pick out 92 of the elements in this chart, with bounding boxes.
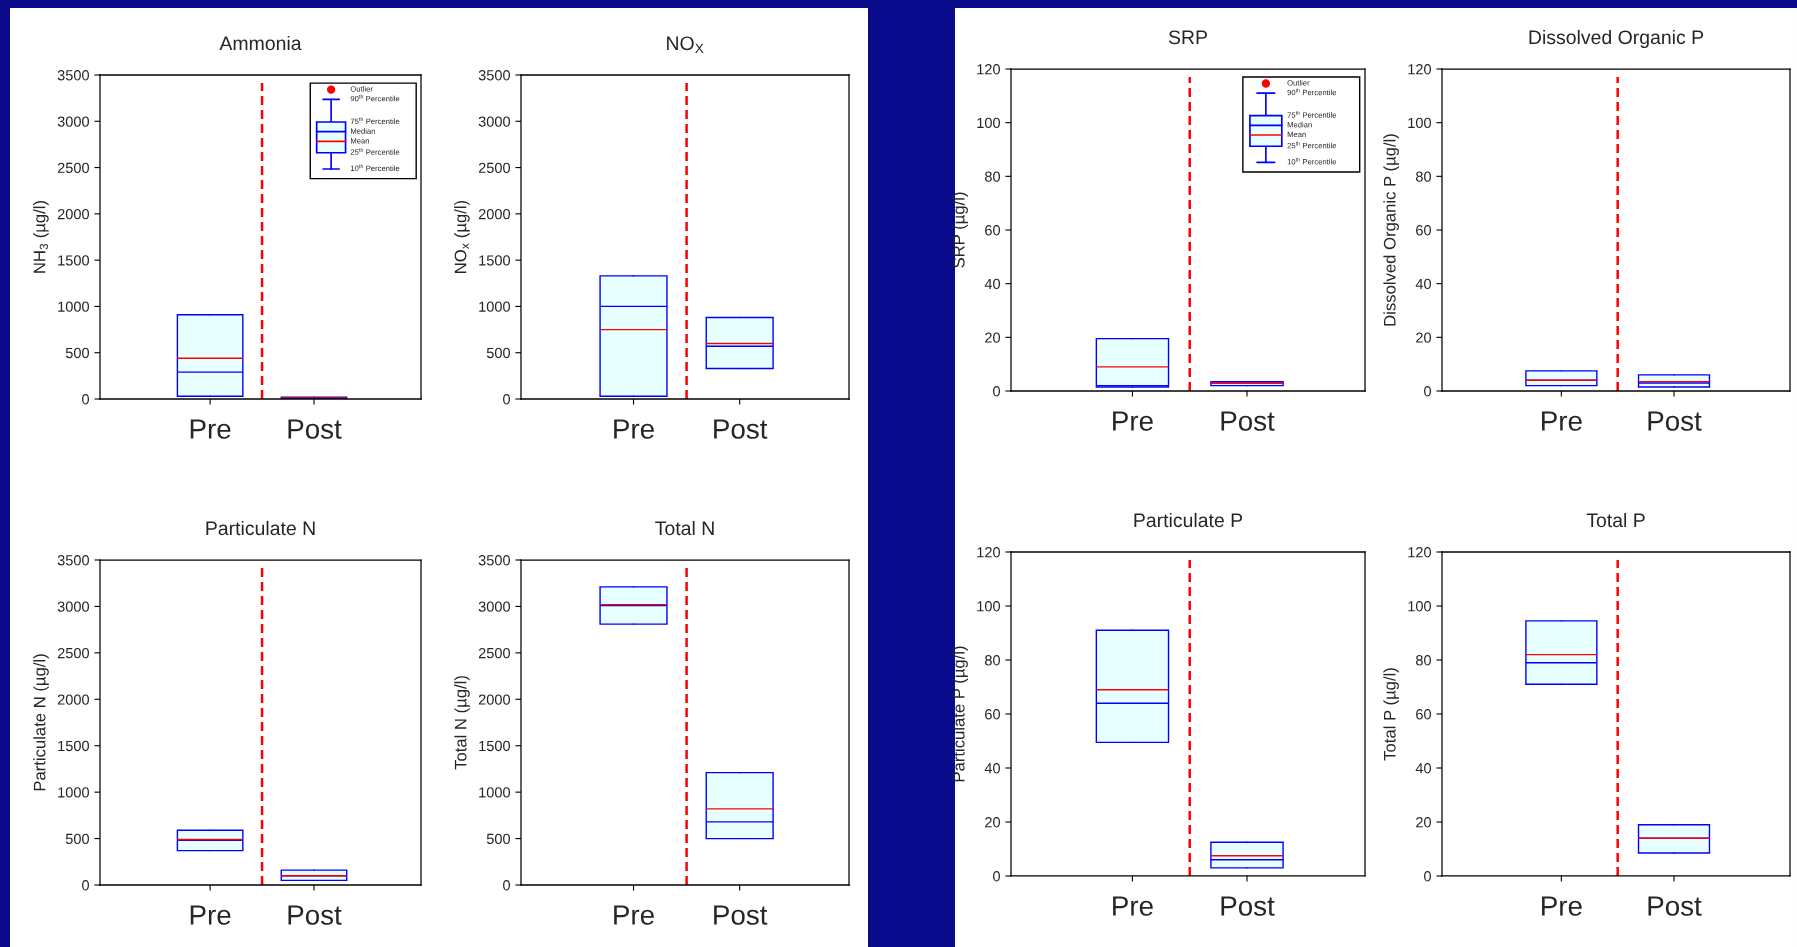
y-tick-label: 1500	[479, 255, 511, 266]
y-tick-label: 100	[977, 601, 1001, 612]
y-tick-label: 3000	[57, 601, 90, 612]
chart-title: Dissolved Organic P	[1529, 29, 1704, 49]
y-tick-label: 2000	[478, 694, 511, 705]
x-tick-label: Post	[288, 419, 342, 439]
y-tick-label: 60	[1416, 225, 1432, 236]
chart-title: Total P	[1586, 512, 1645, 528]
x-tick-label: Post	[1221, 896, 1275, 916]
x-tick-label: Post	[1648, 411, 1702, 431]
y-tick-label: 0	[82, 394, 90, 405]
x-tick-label: Post	[714, 419, 768, 439]
y-tick-label: 40	[1415, 278, 1432, 290]
y-axis-title: Particulate P (µg/l)	[952, 646, 968, 782]
y-axis-title: NH$_{3}$ (µg/l)	[33, 201, 49, 273]
y-tick-label: 120	[977, 64, 1001, 75]
y-tick-label: 0	[503, 394, 511, 405]
y-axis-title: Total P (µg/l)	[1383, 668, 1399, 761]
y-tick-label: 40	[984, 763, 1001, 774]
x-tick-label: Post	[1221, 411, 1275, 431]
y-axis-title: Particulate N (µg/l)	[33, 654, 49, 791]
y-tick-label: 1500	[58, 255, 90, 266]
x-tick-label: Pre	[1113, 411, 1153, 431]
y-tick-label: 0	[82, 880, 90, 891]
chart-title: Ammonia	[219, 35, 302, 51]
y-tick-label: 80	[1416, 655, 1432, 666]
y-tick-label: 80	[1416, 171, 1432, 182]
y-tick-label: 80	[985, 655, 1001, 666]
y-axis-title: Total N (µg/l)	[454, 676, 470, 770]
y-tick-label: 0	[503, 880, 511, 891]
y-tick-label: 500	[486, 347, 511, 359]
y-tick-label: 20	[985, 817, 1001, 828]
x-tick-label: Post	[1648, 896, 1702, 916]
y-tick-label: 60	[985, 709, 1001, 720]
y-tick-label: 120	[1408, 64, 1432, 75]
y-tick-label: 3000	[478, 116, 511, 127]
y-tick-label: 1000	[479, 787, 511, 798]
x-tick-label: Pre	[1113, 896, 1153, 916]
y-tick-label: 2500	[478, 162, 511, 173]
y-tick-label: 0	[993, 871, 1001, 882]
y-tick-label: 3000	[57, 116, 90, 127]
y-tick-label: 0	[1424, 871, 1432, 882]
y-tick-label: 40	[984, 278, 1001, 290]
y-tick-label: 3500	[57, 70, 90, 81]
y-tick-label: 3500	[478, 70, 511, 81]
y-tick-label: 100	[977, 117, 1001, 129]
y-tick-label: 20	[1416, 817, 1432, 828]
x-tick-label: Pre	[614, 905, 654, 925]
y-tick-label: 2000	[478, 208, 511, 220]
y-tick-label: 40	[1415, 763, 1432, 774]
y-tick-label: 1000	[479, 301, 511, 312]
chart-title: Total N	[655, 520, 714, 536]
y-tick-label: 0	[1424, 386, 1432, 397]
y-tick-label: 500	[486, 833, 511, 844]
y-tick-label: 2000	[57, 694, 90, 705]
y-tick-label: 60	[985, 225, 1001, 236]
y-tick-label: 0	[993, 386, 1001, 397]
y-axis-title: NO$_{x}$ (µg/l)	[454, 200, 470, 273]
y-tick-label: 3500	[478, 555, 511, 566]
y-tick-label: 500	[65, 833, 90, 844]
y-tick-label: 1000	[58, 787, 90, 798]
x-tick-label: Pre	[190, 419, 231, 439]
y-tick-label: 20	[1416, 332, 1432, 343]
y-tick-label: 3000	[478, 601, 511, 612]
chart-title: Particulate N	[206, 520, 315, 536]
y-tick-label: 100	[1408, 601, 1432, 612]
y-tick-label: 1500	[58, 740, 90, 752]
chart-title: SRP	[1168, 30, 1207, 45]
x-tick-label: Post	[288, 905, 342, 925]
y-tick-label: 1500	[479, 740, 511, 752]
y-tick-label: 80	[985, 171, 1001, 182]
y-axis-title: SRP (µg/l)	[952, 192, 968, 268]
x-tick-label: Post	[714, 905, 768, 925]
y-tick-label: 20	[985, 332, 1001, 343]
y-tick-label: 100	[1408, 117, 1432, 129]
x-tick-label: Pre	[1542, 896, 1582, 916]
chart-title: NO$_{X}$	[667, 36, 704, 54]
y-tick-label: 60	[1416, 709, 1432, 720]
y-tick-label: 1000	[58, 301, 90, 312]
y-tick-label: 120	[1408, 547, 1432, 558]
y-tick-label: 2500	[57, 162, 90, 173]
x-tick-label: Pre	[190, 905, 231, 925]
x-tick-label: Pre	[1542, 411, 1582, 431]
y-tick-label: 500	[65, 347, 90, 359]
y-tick-label: 2500	[478, 647, 511, 659]
y-tick-label: 120	[977, 547, 1001, 558]
chart-title: Particulate P	[1134, 512, 1243, 528]
y-tick-label: 2500	[57, 647, 90, 659]
x-tick-label: Pre	[614, 419, 654, 439]
y-tick-label: 2000	[57, 208, 90, 220]
y-axis-title: Dissolved Organic P (µg/l)	[1383, 134, 1399, 326]
y-tick-label: 3500	[57, 555, 90, 566]
